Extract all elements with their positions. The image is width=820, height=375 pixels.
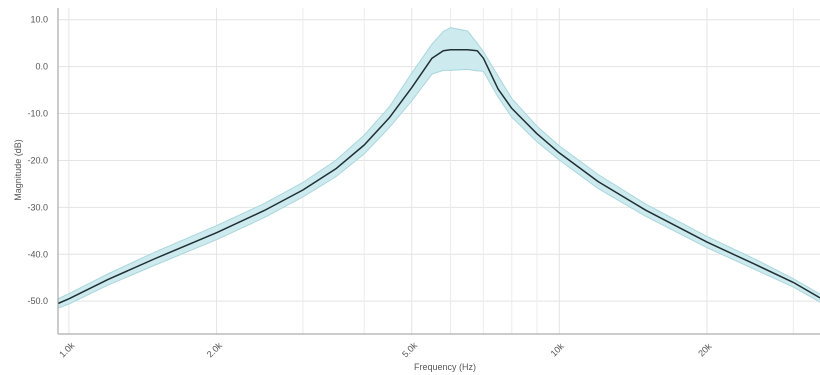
x-tick-label: 5.0k: [400, 340, 419, 359]
y-tick-label: -40.0: [27, 249, 48, 259]
y-tick-label: -20.0: [27, 155, 48, 165]
y-tick-label: 10.0: [30, 15, 48, 25]
y-tick-labels: 10.0 0.0 -10.0 -20.0 -30.0 -40.0 -50.0: [27, 15, 48, 306]
x-tick-label: 10k: [549, 341, 567, 359]
y-axis-label: Magnitude (dB): [13, 139, 23, 201]
y-tick-label: -30.0: [27, 202, 48, 212]
confidence-band-upper-edge: [57, 27, 820, 300]
y-tick-label: 0.0: [35, 62, 48, 72]
x-tick-labels: 1.0k 2.0k 5.0k 10k 20k: [57, 340, 714, 360]
chart-grid: [58, 8, 820, 334]
y-tick-label: -10.0: [27, 109, 48, 119]
x-axis-label: Frequency (Hz): [414, 362, 476, 372]
x-tick-label: 2.0k: [205, 340, 224, 359]
y-tick-label: -50.0: [27, 296, 48, 306]
x-tick-label: 20k: [696, 341, 714, 359]
median-response-line: [57, 48, 820, 305]
confidence-band-layer: [57, 27, 820, 309]
confidence-band-area: [58, 27, 820, 309]
confidence-band-lower-edge: [57, 68, 820, 309]
x-tick-label: 1.0k: [57, 340, 76, 359]
plot-frame: [57, 8, 820, 335]
series-line-layer: [57, 48, 820, 305]
